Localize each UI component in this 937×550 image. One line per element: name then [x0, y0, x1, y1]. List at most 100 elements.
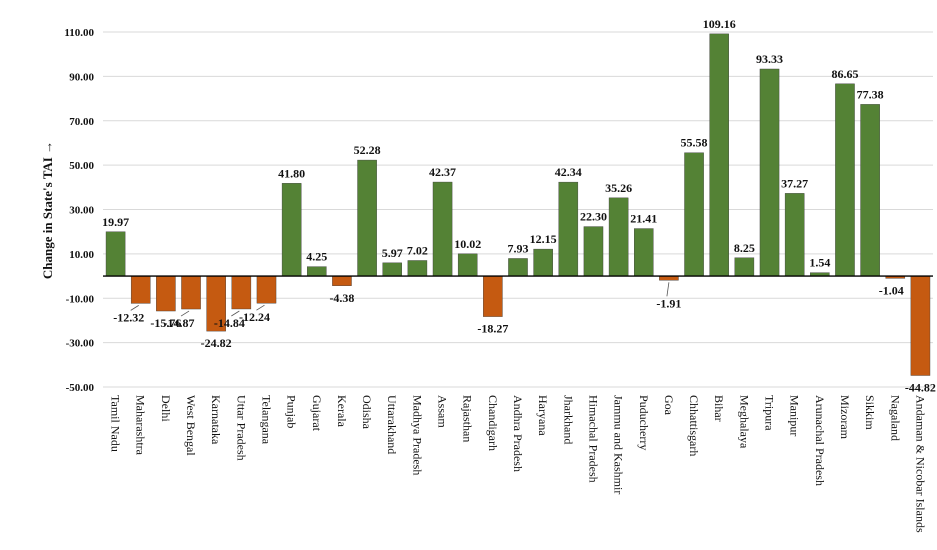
label-leader [666, 282, 670, 297]
label-leader [231, 310, 240, 317]
bars [105, 33, 931, 376]
data-label-madhya-pradesh: 7.02 [407, 243, 428, 257]
x-tick-label-andhra-pradesh: Andhra Pradesh [511, 395, 525, 472]
y-tick-label: 10.00 [69, 249, 94, 261]
bar-chandigarh [483, 275, 503, 317]
data-label-puducherry: 21.41 [630, 212, 657, 226]
data-label-punjab: 41.80 [278, 166, 305, 180]
data-label-telangana: -12.24 [239, 310, 270, 324]
x-tick-label-himachal-pradesh: Himachal Pradesh [586, 395, 600, 483]
data-label-tripura: 93.33 [756, 52, 783, 66]
label-leader [256, 304, 265, 311]
x-tick-label-gujarat: Gujarat [310, 395, 324, 432]
bar-kerala [332, 275, 352, 286]
gridlines [103, 31, 933, 388]
data-label-meghalaya: 8.25 [734, 241, 755, 255]
x-tick-label-uttarakhand: Uttarakhand [385, 395, 399, 454]
x-tick-label-jammu-and-kashmir: Jammu and Kashmir [612, 395, 626, 494]
data-label-andhra-pradesh: 7.93 [508, 241, 529, 255]
x-tick-label-mizoram: Mizoram [838, 395, 852, 440]
data-label-karnataka: -24.82 [201, 336, 232, 350]
bar-maharashtra [130, 275, 151, 304]
bar-uttar-pradesh [231, 275, 252, 310]
y-tick-label: 30.00 [69, 205, 94, 217]
y-tick-label: -50.00 [66, 382, 95, 394]
data-label-arunachal-pradesh: 1.54 [809, 256, 830, 270]
y-tick-label: 110.00 [64, 27, 94, 39]
data-label-sikkim: 77.38 [857, 87, 884, 101]
x-tick-label-jharkhand: Jharkhand [561, 395, 575, 444]
x-tick-label-odisha: Odisha [360, 395, 374, 430]
bar-bihar [709, 33, 729, 277]
y-tick-label: 90.00 [69, 71, 94, 83]
bar-telangana [256, 275, 277, 304]
y-tick-label: -30.00 [66, 338, 95, 350]
bar-jammu-and-kashmir [608, 197, 629, 277]
bar-meghalaya [734, 257, 755, 277]
x-tick-label-kerala: Kerala [335, 395, 349, 428]
data-label-mizoram: 86.65 [831, 67, 858, 81]
x-tick-label-puducherry: Puducherry [637, 395, 651, 450]
data-label-goa: -1.91 [656, 296, 681, 310]
x-tick-label-sikkim: Sikkim [863, 395, 877, 430]
data-label-nagaland: -1.04 [879, 283, 904, 297]
x-tick-label-chhattisgarh: Chhattisgarh [687, 395, 701, 456]
x-tick-label-telangana: Telangana [259, 395, 273, 445]
bar-jharkhand [558, 181, 579, 277]
label-leader [130, 305, 139, 311]
bar-andhra-pradesh [508, 258, 528, 277]
data-label-himachal-pradesh: 22.30 [580, 210, 607, 224]
data-label-tamil-nadu: 19.97 [102, 215, 129, 229]
x-tick-label-uttar-pradesh: Uttar Pradesh [234, 395, 248, 461]
bar-manipur [784, 193, 805, 277]
bar-west-bengal [181, 275, 201, 310]
data-label-haryana: 12.15 [530, 232, 557, 246]
bar-mizoram [835, 83, 855, 277]
y-axis-title: Change in State's TAI → [40, 141, 55, 279]
data-label-jharkhand: 42.34 [555, 165, 582, 179]
x-tick-label-andaman-and-nicobar-islands: Andaman & Nicobar Islands [913, 395, 927, 533]
y-tick-label: 50.00 [69, 160, 94, 172]
bar-tamil-nadu [105, 231, 126, 277]
data-label-uttar-pradesh: -14.84 [214, 316, 245, 330]
bar-uttarakhand [382, 262, 402, 277]
x-tick-label-karnataka: Karnataka [209, 395, 223, 445]
data-label-odisha: 52.28 [354, 143, 381, 157]
x-tick-label-maharashtra: Maharashtra [134, 395, 148, 456]
data-label-andaman-and-nicobar-islands: -44.82 [905, 381, 936, 395]
data-label-rajasthan: 10.02 [454, 237, 481, 251]
x-tick-label-west-bengal: West Bengal [184, 395, 198, 456]
x-tick-label-madhya-pradesh: Madhya Pradesh [410, 395, 424, 475]
x-tick-label-goa: Goa [662, 395, 676, 416]
y-tick-label: 70.00 [69, 116, 94, 128]
label-leader [180, 310, 190, 317]
bar-tripura [759, 68, 780, 277]
x-tick-label-punjab: Punjab [285, 395, 299, 428]
bar-odisha [357, 159, 377, 277]
bar-assam [432, 181, 453, 277]
x-tick-label-haryana: Haryana [536, 395, 550, 436]
bar-chhattisgarh [684, 152, 704, 277]
data-label-chandigarh: -18.27 [477, 322, 508, 336]
data-label-manipur: 37.27 [781, 176, 808, 190]
bar-haryana [533, 248, 553, 277]
data-label-bihar: 109.16 [703, 17, 736, 31]
data-label-west-bengal: -14.87 [164, 316, 195, 330]
y-axis: 110.00 90.00 70.00 50.00 30.00 10.00 -10.00 -30… [64, 27, 94, 394]
x-tick-label-manipur: Manipur [788, 395, 802, 436]
data-label-chhattisgarh: 55.58 [681, 136, 708, 150]
x-tick-label-rajasthan: Rajasthan [461, 395, 475, 442]
data-labels: 19.97 -12.32 -15.76-14.87 -24.82 -14.84-12.2… [102, 17, 936, 395]
y-tick-label: -10.00 [66, 293, 95, 305]
bar-himachal-pradesh [583, 226, 604, 277]
bar-madhya-pradesh [407, 260, 428, 277]
x-tick-label-arunachal-pradesh: Arunachal Pradesh [813, 395, 827, 486]
data-label-uttarakhand: 5.97 [382, 246, 403, 260]
data-label-gujarat: 4.25 [306, 250, 327, 264]
x-axis: Tamil Nadu Maharashtra Delhi West Bengal Kar… [109, 395, 928, 533]
x-tick-label-delhi: Delhi [159, 395, 173, 422]
x-tick-label-bihar: Bihar [712, 395, 726, 422]
label-leaders [130, 282, 670, 317]
bar-sikkim [860, 104, 880, 277]
